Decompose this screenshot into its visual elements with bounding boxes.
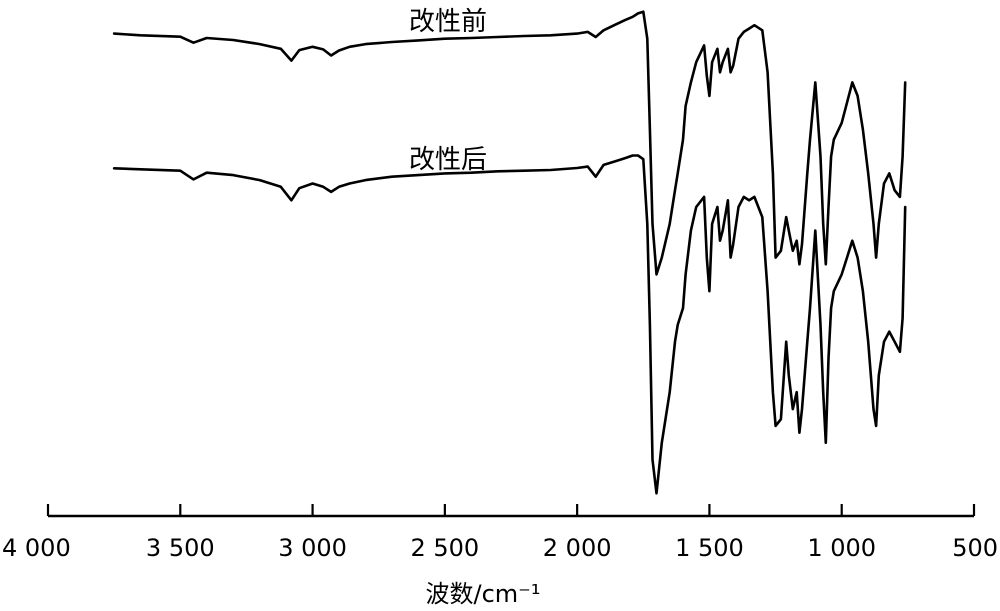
series-label-layer: 改性前 改性后 [409, 7, 487, 175]
series-layer [112, 10, 907, 495]
x-tick-label: 2 000 [543, 534, 612, 562]
x-axis: 4 000 3 500 3 000 2 500 2 000 1 500 1 000 500 波… [2, 504, 998, 608]
spectrum-line-after-modification [112, 154, 907, 495]
x-tick-label: 3 500 [146, 534, 215, 562]
spectrum-line-before-modification [112, 10, 907, 276]
series-label-before-modification: 改性前 [409, 7, 487, 37]
x-tick-label: 500 [952, 534, 998, 562]
x-axis-ticks: 4 000 3 500 3 000 2 500 2 000 1 500 1 000 500 [2, 504, 998, 562]
x-tick-label: 1 000 [807, 534, 876, 562]
x-tick-label: 3 000 [278, 534, 347, 562]
x-tick-label: 1 500 [675, 534, 744, 562]
series-label-after-modification: 改性后 [409, 145, 487, 175]
x-tick-label: 4 000 [2, 534, 71, 562]
x-axis-title: 波数/cm⁻¹ [426, 580, 541, 608]
x-tick-label: 2 500 [410, 534, 479, 562]
